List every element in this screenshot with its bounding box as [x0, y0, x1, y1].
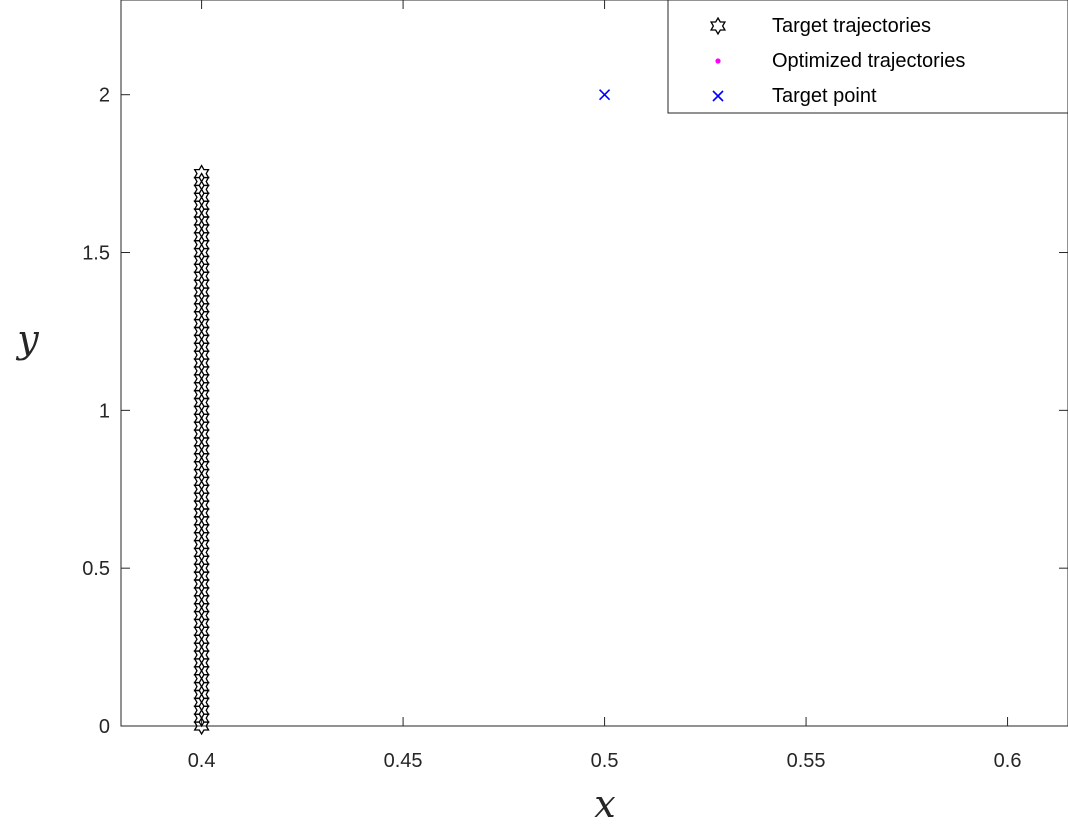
legend-label-optimized-trajectories: Optimized trajectories [772, 50, 965, 72]
legend-label-target-point: Target point [772, 85, 877, 107]
x-tick-label: 0.4 [188, 750, 216, 772]
y-axis-label: y [15, 317, 39, 361]
legend-marker-optimized-trajectories [715, 58, 720, 63]
y-tick-label: 0.5 [82, 558, 110, 580]
x-tick-label: 0.5 [591, 750, 619, 772]
x-tick-label: 0.6 [994, 750, 1022, 772]
y-tick-label: 1.5 [82, 243, 110, 265]
y-tick-label: 1 [99, 400, 110, 422]
legend-label-target-trajectories: Target trajectories [772, 15, 931, 37]
y-tick-label: 2 [99, 85, 110, 107]
x-tick-label: 0.45 [384, 750, 423, 772]
x-tick-label: 0.55 [787, 750, 826, 772]
x-axis-label: x [594, 782, 615, 826]
legend: Target trajectories Optimized trajectori… [668, 0, 1068, 113]
y-tick-label: 0 [99, 716, 110, 738]
